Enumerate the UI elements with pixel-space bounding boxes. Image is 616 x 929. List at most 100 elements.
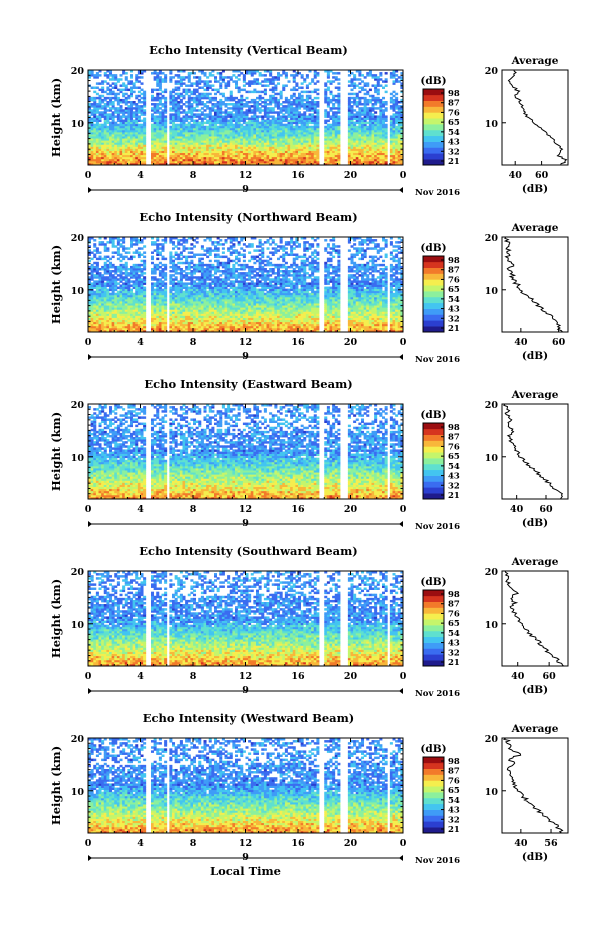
heatmap-cell: [308, 113, 312, 116]
heatmap-cell: [187, 103, 191, 106]
heatmap-cell: [103, 243, 107, 246]
heatmap-cell: [151, 142, 155, 145]
heatmap-cell: [190, 158, 194, 162]
heatmap-cell: [95, 247, 99, 250]
heatmap-cell: [177, 148, 181, 151]
heatmap-cell: [200, 96, 204, 100]
heatmap-cell: [279, 115, 283, 118]
heatmap-cell: [153, 148, 157, 151]
heatmap-cell: [164, 127, 168, 131]
heatmap-cell: [347, 80, 351, 83]
heatmap-cell: [240, 146, 244, 149]
heatmap-cell: [182, 156, 186, 160]
heatmap-cell: [200, 160, 204, 164]
heatmap-cell: [242, 146, 246, 149]
heatmap-cell: [311, 90, 315, 94]
heatmap-cell: [232, 154, 236, 158]
heatmap-cell: [156, 103, 160, 106]
heatmap-cell: [119, 111, 123, 114]
heatmap-cell: [195, 125, 199, 129]
heatmap-cell: [361, 96, 365, 100]
heatmap-cell: [240, 162, 244, 166]
heatmap-cell: [179, 158, 183, 162]
colorbar-segment: [423, 89, 444, 96]
heatmap-cell: [216, 158, 220, 162]
heatmap-cell: [253, 88, 257, 92]
heatmap-cell: [130, 129, 134, 133]
heatmap-cell: [140, 105, 144, 108]
heatmap-cell: [93, 156, 97, 160]
heatmap-cell: [177, 76, 181, 79]
heatmap-cell: [143, 117, 147, 120]
heatmap-cell: [185, 162, 189, 166]
heatmap-cell: [179, 125, 183, 129]
heatmap-cell: [195, 82, 199, 85]
heatmap-cell: [185, 111, 189, 114]
heatmap-cell: [227, 98, 231, 102]
heatmap-cell: [305, 94, 309, 98]
heatmap-cell: [203, 109, 207, 112]
heatmap-cell: [363, 76, 367, 79]
heatmap-cell: [143, 94, 147, 98]
heatmap-cell: [90, 144, 94, 147]
heatmap-cell: [308, 90, 312, 94]
heatmap-cell: [235, 100, 239, 104]
heatmap-cell: [203, 103, 207, 106]
heatmap-cell: [382, 80, 386, 83]
heatmap-cell: [143, 125, 147, 129]
heatmap-cell: [90, 72, 94, 75]
heatmap: [88, 70, 404, 166]
heatmap-cell: [172, 138, 176, 141]
heatmap-cell: [329, 90, 333, 94]
heatmap-cell: [195, 152, 199, 156]
heatmap-cell: [179, 121, 183, 125]
heatmap-cell: [177, 144, 181, 147]
heatmap-cell: [127, 80, 131, 83]
heatmap-cell: [224, 148, 228, 151]
heatmap-cell: [211, 105, 215, 108]
heatmap-cell: [240, 158, 244, 162]
heatmap-cell: [132, 90, 136, 94]
heatmap-cell: [274, 84, 278, 87]
heatmap-cell: [237, 90, 241, 94]
heatmap-cell: [187, 156, 191, 160]
heatmap-cell: [119, 105, 123, 108]
heatmap-cell: [355, 92, 359, 96]
heatmap-cell: [203, 142, 207, 145]
heatmap-cell: [130, 115, 134, 118]
heatmap-cell: [156, 78, 160, 81]
heatmap-cell: [235, 76, 239, 79]
heatmap-cell: [140, 278, 144, 281]
heatmap-cell: [122, 158, 126, 162]
heatmap-cell: [93, 144, 97, 147]
heatmap-cell: [106, 146, 110, 149]
heatmap-cell: [116, 146, 120, 149]
heatmap-cell: [101, 88, 105, 92]
heatmap-cell: [216, 136, 220, 139]
heatmap-cell: [95, 92, 99, 96]
heatmap-cell: [376, 96, 380, 100]
heatmap-cell: [235, 70, 239, 73]
heatmap-cell: [132, 255, 136, 259]
heatmap-cell: [124, 88, 128, 92]
heatmap-cell: [127, 111, 131, 114]
heatmap-cell: [158, 148, 162, 151]
heatmap-cell: [127, 107, 131, 110]
heatmap-cell: [298, 125, 302, 129]
heatmap-cell: [203, 127, 207, 131]
heatmap-cell: [101, 134, 105, 137]
heatmap-cell: [177, 74, 181, 77]
heatmap-cell: [95, 121, 99, 125]
heatmap-cell: [93, 280, 97, 283]
heatmap-cell: [206, 142, 210, 145]
heatmap-cell: [98, 74, 102, 77]
heatmap-cell: [106, 129, 110, 133]
heatmap-cell: [114, 154, 118, 158]
heatmap-cell: [232, 136, 236, 139]
heatmap-cell: [132, 107, 136, 110]
heatmap-cell: [224, 98, 228, 102]
heatmap-cell: [169, 160, 173, 164]
heatmap-cell: [366, 98, 370, 102]
heatmap-cell: [88, 152, 92, 156]
